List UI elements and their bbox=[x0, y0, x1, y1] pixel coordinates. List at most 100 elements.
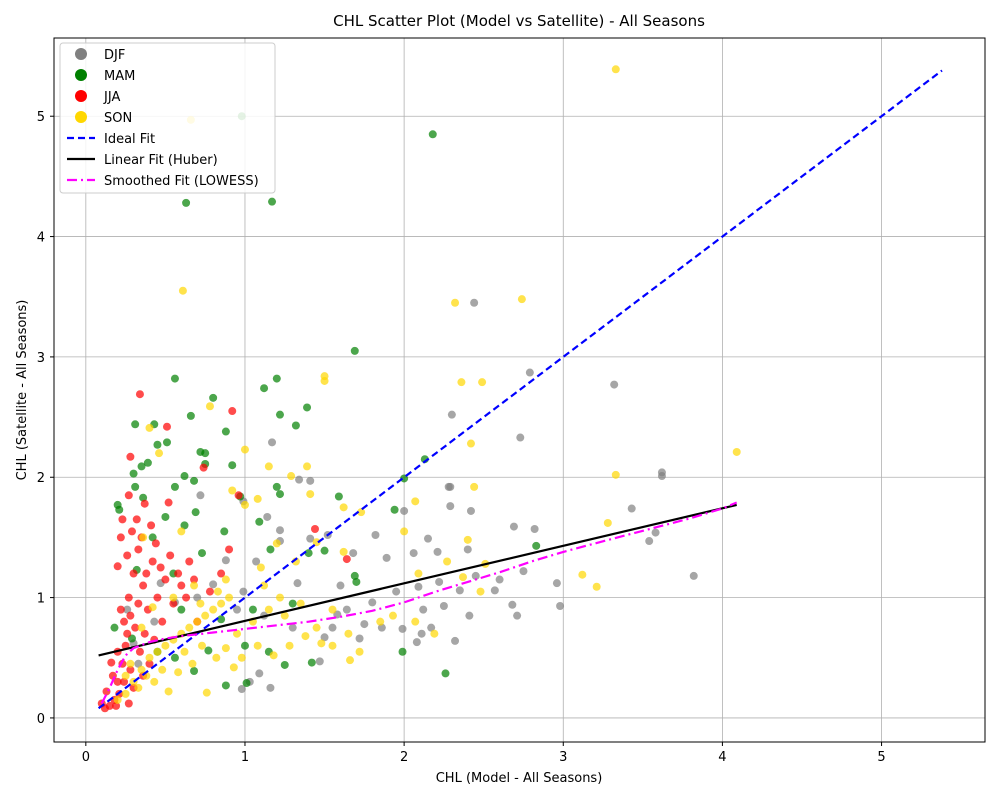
legend-marker-djf bbox=[75, 48, 87, 60]
data-point-son bbox=[148, 603, 157, 612]
data-point-jja bbox=[156, 563, 165, 572]
data-point-djf bbox=[552, 579, 561, 588]
data-point-djf bbox=[610, 380, 619, 389]
y-tick-label: 4 bbox=[37, 231, 45, 246]
data-point-jja bbox=[177, 581, 186, 590]
data-point-mam bbox=[198, 549, 207, 558]
data-point-son bbox=[240, 445, 249, 454]
data-point-jja bbox=[161, 575, 170, 584]
data-point-jja bbox=[147, 521, 156, 530]
data-point-djf bbox=[221, 556, 230, 565]
data-point-mam bbox=[307, 658, 316, 667]
data-point-mam bbox=[248, 605, 257, 614]
data-point-mam bbox=[242, 679, 251, 688]
data-point-djf bbox=[446, 502, 455, 511]
data-point-son bbox=[229, 663, 238, 672]
data-point-djf bbox=[368, 598, 377, 607]
data-point-mam bbox=[304, 549, 313, 558]
legend-label-jja: JJA bbox=[103, 90, 120, 105]
x-tick-label: 0 bbox=[82, 750, 90, 765]
data-point-son bbox=[198, 641, 207, 650]
data-point-jja bbox=[190, 575, 199, 584]
data-point-mam bbox=[180, 521, 189, 530]
data-point-jja bbox=[158, 617, 167, 626]
data-point-son bbox=[202, 688, 211, 697]
data-point-jja bbox=[126, 452, 135, 461]
data-point-jja bbox=[145, 659, 154, 668]
data-point-son bbox=[169, 593, 178, 602]
x-tick-label: 4 bbox=[718, 750, 726, 765]
data-point-djf bbox=[657, 472, 666, 481]
data-point-djf bbox=[360, 620, 369, 629]
data-point-mam bbox=[280, 660, 289, 669]
data-point-mam bbox=[275, 490, 284, 499]
data-point-son bbox=[137, 665, 146, 674]
data-point-djf bbox=[196, 491, 205, 500]
data-point-son bbox=[264, 605, 273, 614]
data-point-son bbox=[272, 539, 281, 548]
data-point-djf bbox=[525, 368, 534, 377]
x-tick-label: 3 bbox=[559, 750, 567, 765]
data-point-jja bbox=[182, 593, 191, 602]
data-point-djf bbox=[471, 571, 480, 580]
data-point-jja bbox=[134, 545, 143, 554]
data-point-djf bbox=[123, 605, 132, 614]
data-point-son bbox=[188, 659, 197, 668]
data-point-son bbox=[190, 581, 199, 590]
y-tick-label: 2 bbox=[37, 471, 45, 486]
data-point-djf bbox=[651, 528, 660, 537]
data-point-son bbox=[193, 617, 202, 626]
data-point-mam bbox=[177, 605, 186, 614]
data-point-jja bbox=[140, 629, 149, 638]
data-point-jja bbox=[142, 569, 151, 578]
data-point-jja bbox=[105, 701, 114, 710]
data-point-djf bbox=[134, 659, 143, 668]
y-axis-title: CHL (Satellite - All Seasons) bbox=[15, 300, 30, 481]
data-point-mam bbox=[428, 130, 437, 139]
data-point-djf bbox=[237, 685, 246, 694]
data-point-djf bbox=[451, 636, 460, 645]
data-point-son bbox=[253, 494, 262, 503]
data-point-son bbox=[158, 665, 167, 674]
data-point-mam bbox=[255, 517, 264, 526]
data-point-jja bbox=[205, 587, 214, 596]
data-point-djf bbox=[288, 623, 297, 632]
legend-label-dashdot: Smoothed Fit (LOWESS) bbox=[104, 174, 259, 189]
data-point-son bbox=[256, 563, 265, 572]
y-tick-label: 0 bbox=[37, 712, 45, 727]
data-point-son bbox=[113, 695, 122, 704]
data-point-son bbox=[164, 687, 173, 696]
data-point-son bbox=[355, 647, 364, 656]
data-point-mam bbox=[291, 421, 300, 430]
data-point-mam bbox=[161, 512, 170, 521]
data-point-son bbox=[517, 295, 526, 304]
data-point-mam bbox=[153, 440, 162, 449]
data-point-mam bbox=[441, 669, 450, 678]
data-point-mam bbox=[220, 527, 229, 536]
data-point-djf bbox=[233, 605, 242, 614]
data-point-son bbox=[155, 449, 164, 458]
data-point-djf bbox=[447, 410, 456, 419]
data-point-mam bbox=[201, 449, 210, 458]
data-point-son bbox=[339, 547, 348, 556]
data-point-son bbox=[213, 587, 222, 596]
data-point-son bbox=[732, 447, 741, 456]
data-point-jja bbox=[113, 677, 122, 686]
data-point-djf bbox=[409, 549, 418, 558]
data-point-mam bbox=[260, 384, 269, 393]
data-point-djf bbox=[509, 522, 518, 531]
data-point-son bbox=[264, 462, 273, 471]
legend-label-solid: Linear Fit (Huber) bbox=[104, 153, 218, 168]
data-point-djf bbox=[252, 557, 261, 566]
x-tick-label: 5 bbox=[877, 750, 885, 765]
data-point-jja bbox=[148, 557, 157, 566]
fit-line-dashed bbox=[97, 69, 943, 710]
data-point-jja bbox=[124, 593, 133, 602]
data-point-son bbox=[339, 503, 348, 512]
data-point-djf bbox=[377, 623, 386, 632]
data-point-mam bbox=[390, 505, 399, 514]
data-point-djf bbox=[193, 593, 202, 602]
data-point-djf bbox=[516, 433, 525, 442]
legend-marker-jja bbox=[75, 90, 87, 102]
data-point-mam bbox=[170, 374, 179, 383]
